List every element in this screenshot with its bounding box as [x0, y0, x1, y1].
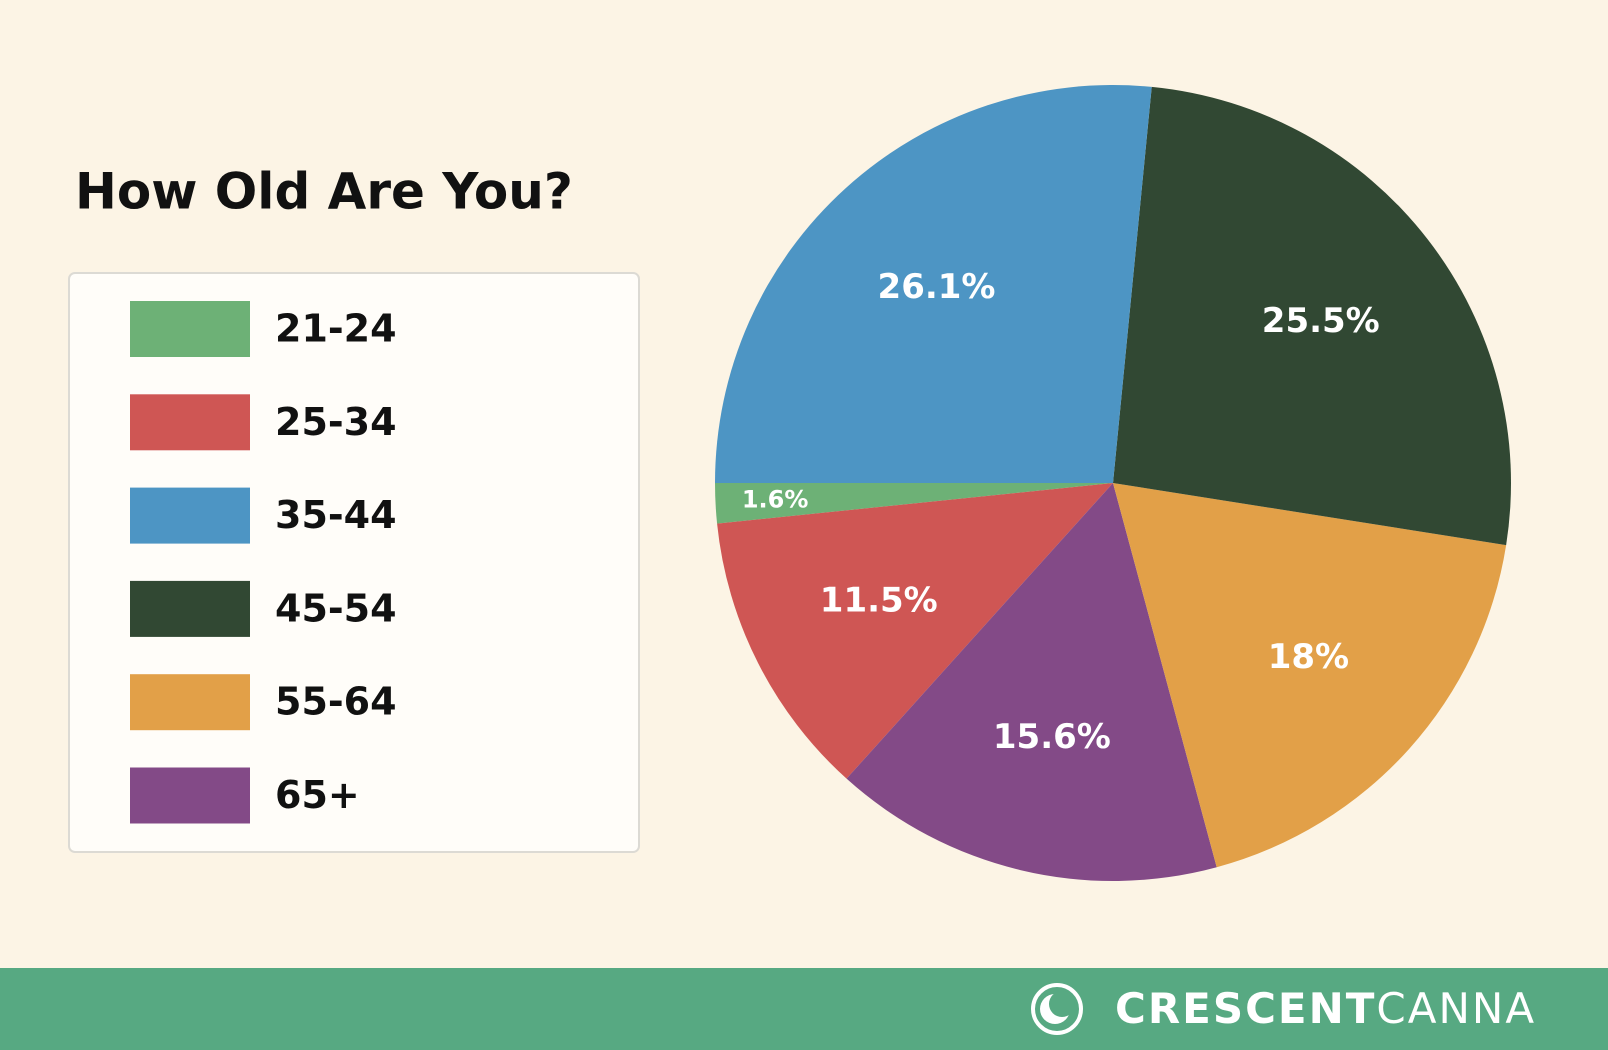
- legend-swatch: [130, 580, 250, 637]
- pie-slice: [846, 483, 1217, 881]
- legend: 21-24 25-34 35-44 45-54 55-64 65+: [130, 301, 397, 824]
- legend-swatch: [130, 674, 250, 731]
- footer-bar: [0, 968, 1608, 1050]
- slice-label: 15.6%: [993, 717, 1111, 757]
- legend-label: 55-64: [275, 680, 397, 724]
- logo-moon-cut: [1049, 991, 1075, 1017]
- slice-label: 18%: [1268, 637, 1349, 677]
- brand-light: CANNA: [1376, 984, 1536, 1033]
- slice-label: 25.5%: [1262, 301, 1380, 341]
- pie-slice: [715, 483, 1113, 524]
- legend-box: [68, 272, 640, 853]
- brand: CRESCENTCANNA: [1115, 984, 1536, 1033]
- pie-slice: [715, 85, 1152, 484]
- legend-swatch: [130, 487, 250, 544]
- legend-label: 21-24: [275, 307, 397, 351]
- chart-title: How Old Are You?: [75, 163, 573, 221]
- legend-label: 25-34: [275, 400, 397, 444]
- legend-label: 35-44: [275, 493, 397, 537]
- legend-swatch: [130, 394, 250, 451]
- pie-slice: [1113, 483, 1507, 868]
- slice-label: 11.5%: [820, 580, 938, 620]
- legend-swatch: [130, 301, 250, 357]
- pie-slice: [717, 483, 1113, 779]
- slice-label: 26.1%: [878, 267, 996, 307]
- pie-slice: [1113, 86, 1511, 546]
- legend-label: 65+: [275, 773, 360, 817]
- logo: [1031, 983, 1083, 1035]
- pie: 1.6% 11.5% 15.6% 18% 25.5% 26.1%: [715, 85, 1511, 881]
- slice-label: 1.6%: [742, 485, 809, 513]
- legend-label: 45-54: [275, 586, 397, 630]
- logo-ring: [1031, 983, 1083, 1035]
- brand-bold: CRESCENT: [1115, 984, 1376, 1033]
- legend-swatch: [130, 767, 250, 824]
